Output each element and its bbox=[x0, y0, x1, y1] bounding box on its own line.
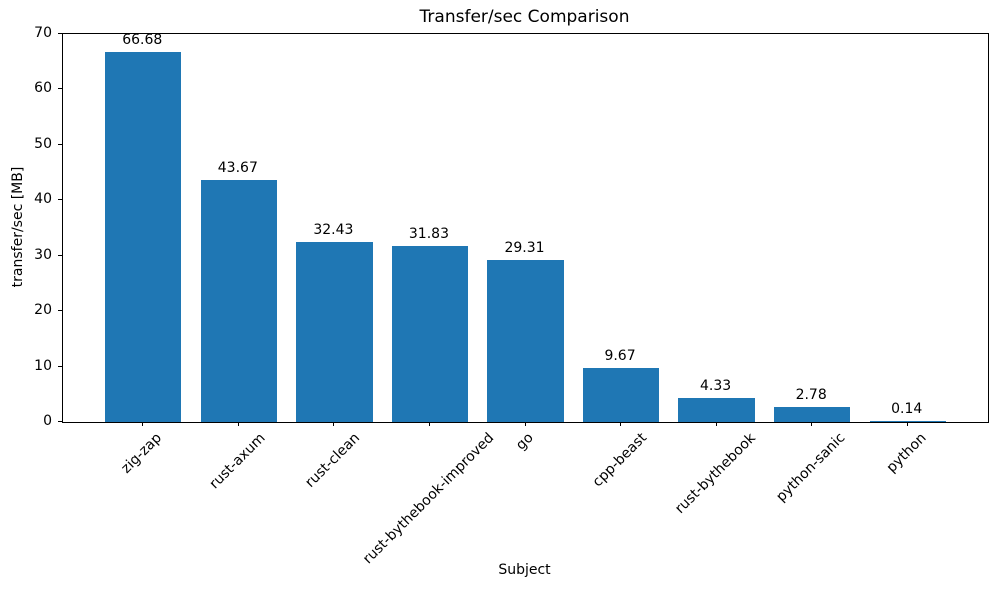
bar-python bbox=[869, 421, 946, 422]
bar-value-label: 2.78 bbox=[795, 387, 827, 403]
y-tick-mark bbox=[58, 199, 62, 201]
x-tick-mark bbox=[620, 422, 622, 426]
y-tick-label: 0 bbox=[43, 413, 52, 429]
x-tick-mark bbox=[524, 422, 526, 426]
bar-value-label: 9.67 bbox=[604, 348, 636, 364]
x-tick-mark bbox=[428, 422, 430, 426]
y-tick-label: 30 bbox=[34, 246, 52, 263]
x-tick-label: go bbox=[512, 429, 537, 454]
y-tick-label: 20 bbox=[34, 302, 52, 319]
bar-value-label: 32.43 bbox=[313, 222, 354, 238]
bar-cpp-beast bbox=[582, 368, 660, 422]
x-tick-label: rust-bythebook-improved bbox=[359, 430, 498, 568]
x-tick-mark bbox=[811, 422, 813, 426]
y-tick-mark bbox=[58, 421, 62, 422]
y-tick-mark bbox=[58, 310, 62, 312]
x-tick-mark bbox=[715, 422, 717, 426]
x-axis-label: Subject bbox=[498, 562, 551, 578]
y-tick-label: 10 bbox=[34, 357, 52, 374]
bar-zig-zap bbox=[105, 52, 182, 422]
bar-value-label: 43.67 bbox=[217, 160, 258, 176]
bar-python-sanic bbox=[773, 407, 851, 422]
plot-area bbox=[62, 33, 989, 423]
bar-rust-bythebook-improved bbox=[391, 246, 469, 422]
x-tick-mark bbox=[237, 422, 239, 426]
x-tick-mark bbox=[333, 422, 335, 426]
x-tick-label: zig-zap bbox=[118, 430, 166, 477]
y-tick-label: 40 bbox=[34, 191, 52, 208]
y-tick-mark bbox=[58, 33, 62, 34]
y-tick-label: 60 bbox=[34, 80, 52, 97]
bar-value-label: 0.14 bbox=[891, 401, 923, 417]
x-tick-label: python-sanic bbox=[773, 429, 849, 506]
x-tick-label: rust-bythebook bbox=[671, 430, 759, 517]
y-tick-label: 50 bbox=[34, 135, 52, 152]
y-tick-mark bbox=[58, 88, 62, 90]
bar-value-label: 66.68 bbox=[122, 32, 163, 48]
bar-rust-clean bbox=[296, 242, 373, 422]
bar-value-label: 4.33 bbox=[700, 378, 732, 394]
chart-title: Transfer/sec Comparison bbox=[419, 7, 630, 27]
bar-value-label: 29.31 bbox=[504, 240, 545, 256]
bar-go bbox=[487, 260, 564, 422]
x-tick-mark bbox=[906, 422, 908, 426]
y-axis-label: transfer/sec [MB] bbox=[10, 166, 26, 288]
x-tick-mark bbox=[142, 422, 144, 426]
bar-rust-bythebook bbox=[678, 398, 755, 422]
x-tick-label: rust-axum bbox=[206, 430, 269, 493]
x-tick-label: python bbox=[883, 430, 930, 476]
x-tick-label: cpp-beast bbox=[589, 429, 651, 491]
x-tick-label: rust-clean bbox=[302, 429, 364, 491]
y-tick-mark bbox=[58, 365, 62, 367]
y-tick-mark bbox=[58, 143, 62, 145]
y-tick-label: 70 bbox=[34, 25, 52, 41]
bar-rust-axum bbox=[200, 180, 278, 422]
y-tick-mark bbox=[58, 254, 62, 256]
bar-value-label: 31.83 bbox=[408, 226, 449, 242]
